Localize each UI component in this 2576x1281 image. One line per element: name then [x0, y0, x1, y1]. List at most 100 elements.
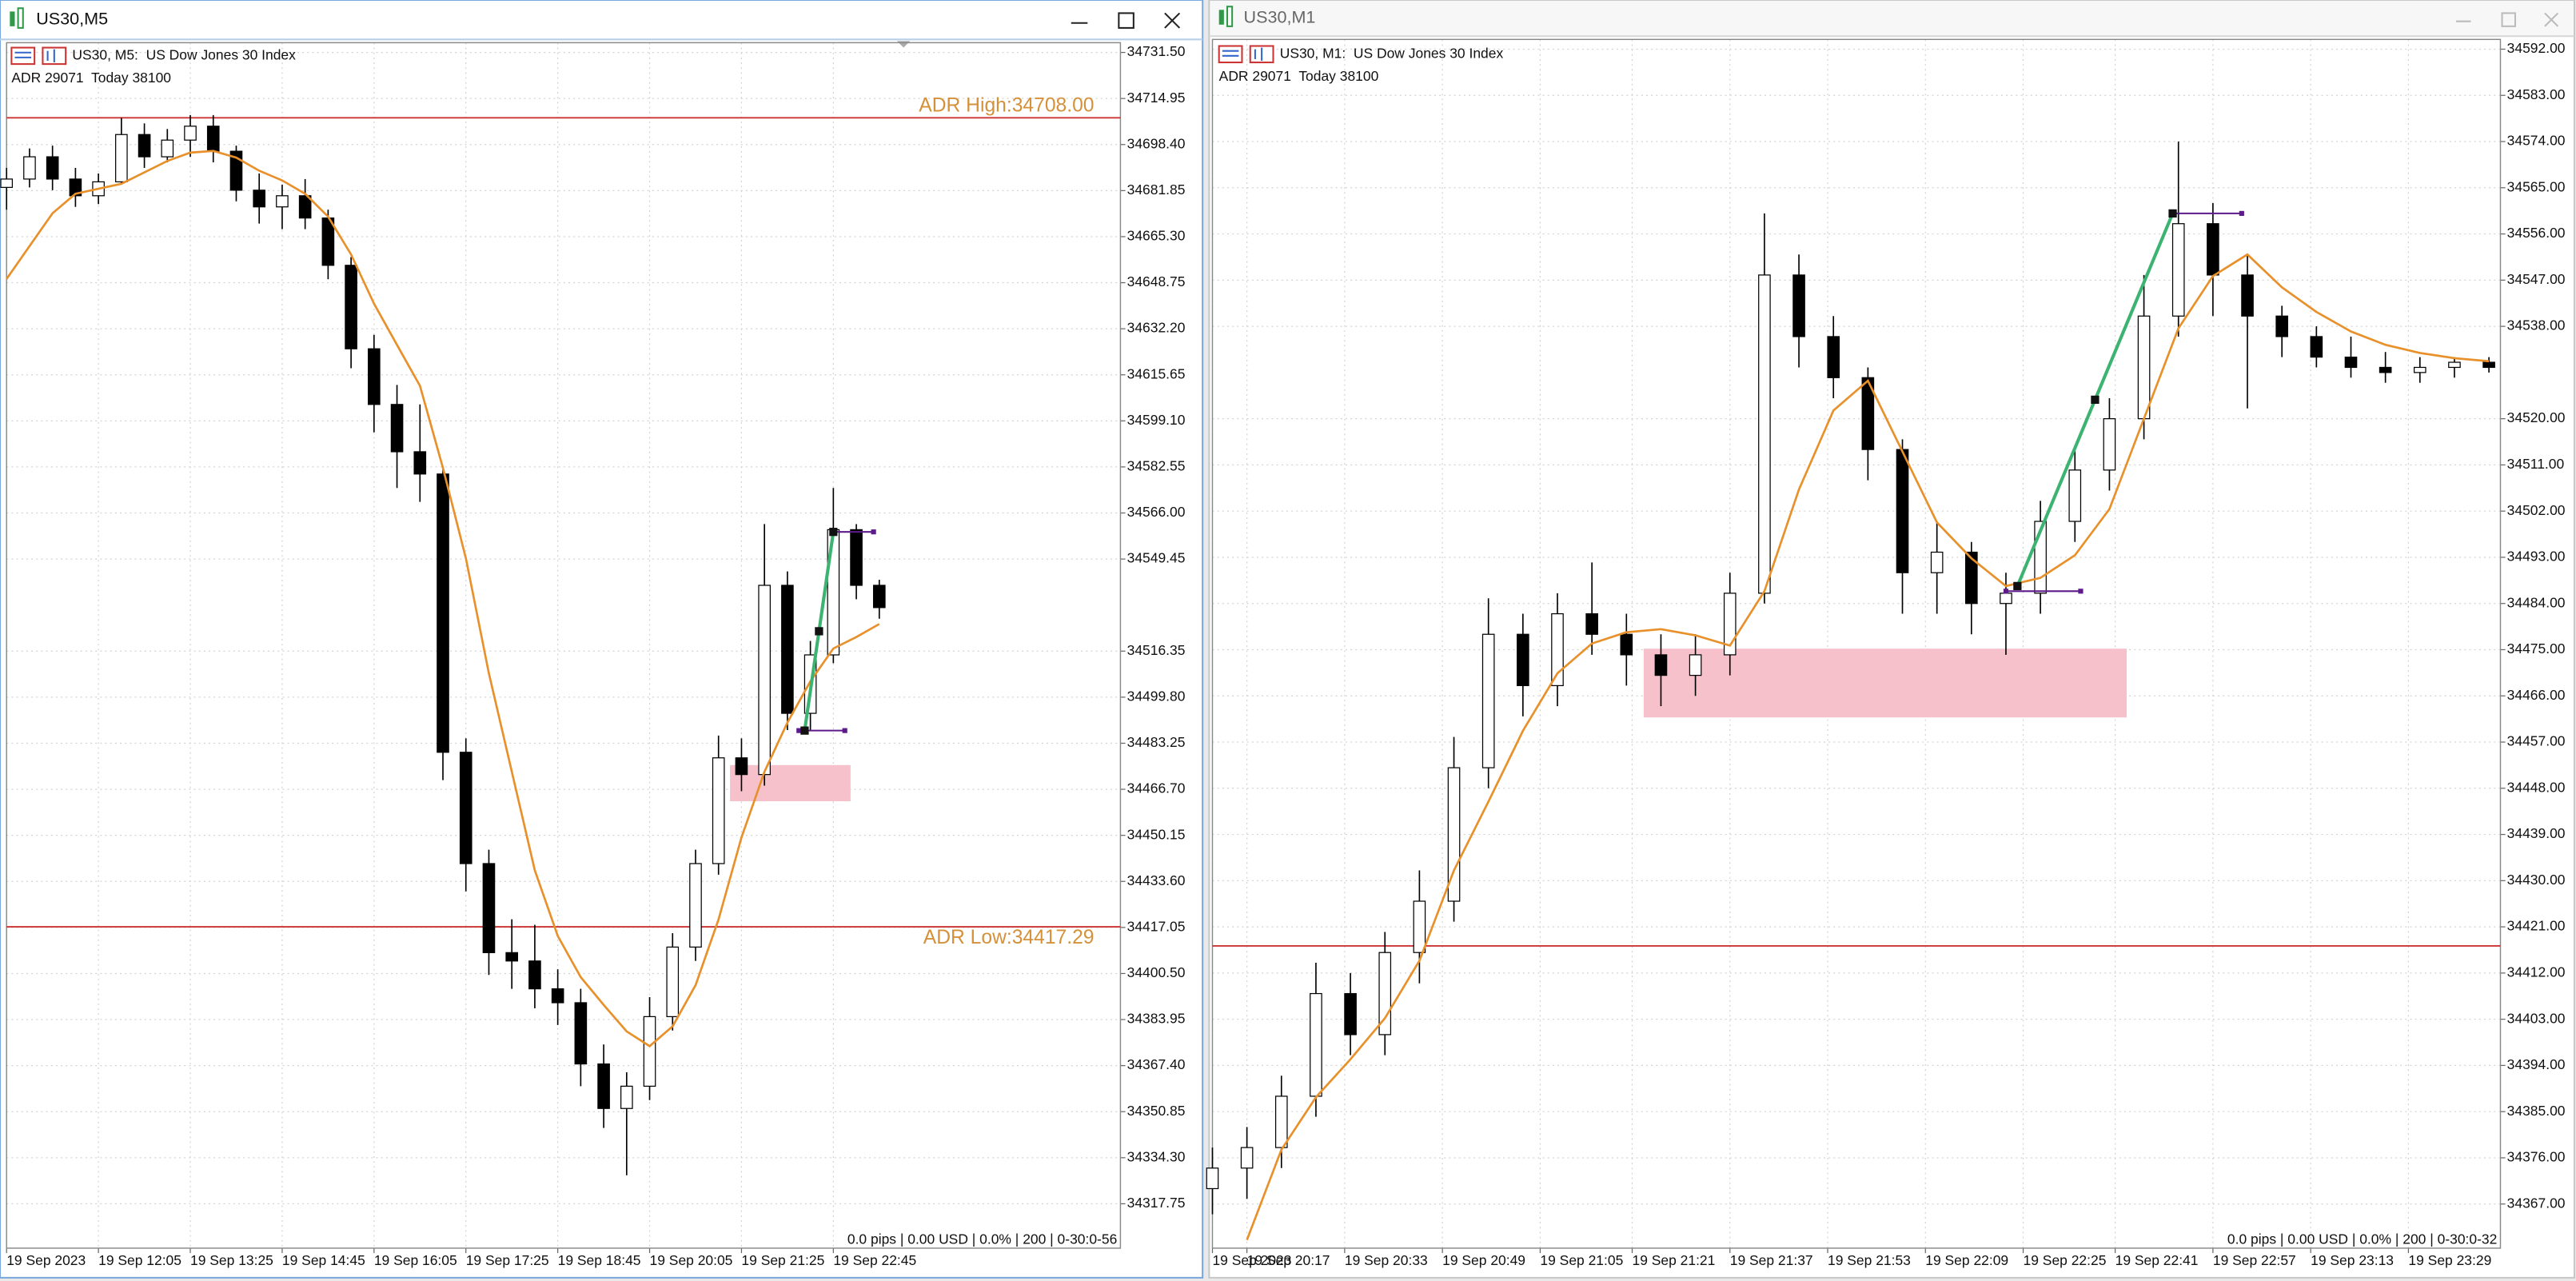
- anchor-point: [2091, 395, 2099, 405]
- y-tick-label: 34516.35: [1127, 642, 1186, 658]
- y-tick-label: 34439.00: [2507, 825, 2566, 841]
- y-tick-label: 34615.65: [1127, 365, 1186, 381]
- y-tick-label: 34547.00: [2507, 271, 2566, 287]
- y-tick-label: 34448.00: [2507, 779, 2566, 795]
- x-tick-label: 19 Sep 22:45: [833, 1252, 916, 1268]
- candle-body: [46, 156, 59, 180]
- y-tick-label: 34574.00: [2507, 133, 2566, 149]
- candle-body: [23, 156, 36, 180]
- y-tick-label: 34430.00: [2507, 872, 2566, 888]
- candle-body: [1861, 377, 1875, 450]
- anchor-point: [815, 627, 823, 636]
- candle-body: [206, 126, 220, 152]
- symbol-label: US30, M5: US Dow Jones 30 Index: [72, 46, 296, 62]
- x-tick-label: 19 Sep 21:37: [1730, 1252, 1813, 1268]
- y-tick-label: 34450.15: [1127, 826, 1186, 842]
- chart-layer: 34592.00 34583.00 34574.00 34565.00 34556.00…: [1206, 38, 2566, 1268]
- y-tick-label: 34648.75: [1127, 273, 1186, 289]
- y-tick-label: 34475.00: [2507, 640, 2566, 656]
- y-tick-label: 34466.70: [1127, 780, 1186, 796]
- candle-body: [2482, 361, 2495, 369]
- y-tick-label: 34549.45: [1127, 550, 1186, 566]
- plot-frame: [6, 42, 1122, 1249]
- moving-average: [1246, 253, 2490, 1241]
- candle-body: [1310, 992, 1322, 1097]
- y-tick-label: 34698.40: [1127, 135, 1186, 151]
- x-tick-label: 19 Sep 20:17: [1247, 1252, 1330, 1268]
- anchor-point: [800, 726, 809, 735]
- candle-body: [368, 348, 381, 405]
- maximize-button[interactable]: [1118, 12, 1134, 29]
- x-tick-label: 19 Sep 21:05: [1540, 1252, 1623, 1268]
- y-tick-label: 34483.25: [1127, 734, 1186, 750]
- x-tick-label: 19 Sep 2023: [1212, 1252, 1291, 1268]
- y-tick-label: 34466.00: [2507, 687, 2566, 703]
- y-tick-label: 34665.30: [1127, 228, 1186, 244]
- candle-body: [2207, 223, 2219, 276]
- candle-body: [2310, 336, 2323, 358]
- x-tick-label: 19 Sep 22:57: [2213, 1252, 2296, 1268]
- candle-body: [253, 190, 266, 208]
- maximize-button[interactable]: [2501, 12, 2516, 27]
- candle-body: [413, 451, 427, 475]
- y-tick-label: 34731.50: [1127, 43, 1186, 59]
- y-tick-label: 34599.10: [1127, 412, 1186, 428]
- y-tick-label: 34502.00: [2507, 502, 2566, 518]
- y-tick-label: 34334.30: [1127, 1148, 1186, 1164]
- candle-body: [0, 178, 14, 188]
- candle-body: [1930, 551, 1944, 573]
- x-tick-label: 19 Sep 21:53: [1828, 1252, 1911, 1268]
- moving-average: [6, 150, 880, 1048]
- candle-body: [712, 757, 725, 864]
- candle-body: [138, 134, 151, 158]
- candle-body: [1447, 767, 1461, 902]
- window-icon: [1218, 6, 1234, 27]
- y-tick-label: 34421.00: [2507, 918, 2566, 934]
- y-tick-label: 34412.00: [2507, 964, 2566, 980]
- window-frame: [1208, 0, 2575, 1279]
- candle-body: [781, 585, 794, 714]
- candle-body: [1654, 654, 1668, 676]
- x-tick-label: 19 Sep 20:33: [1345, 1252, 1428, 1268]
- y-tick-label: 34376.00: [2507, 1149, 2566, 1165]
- title-bar[interactable]: [1210, 1, 2574, 36]
- anchor-point: [2003, 589, 2009, 594]
- y-tick-label: 34385.00: [2507, 1103, 2566, 1119]
- window-title: US30,M5: [36, 8, 108, 28]
- title-bar[interactable]: [1, 1, 1202, 39]
- candle-body: [184, 126, 197, 141]
- x-tick-label: 19 Sep 23:29: [2408, 1252, 2491, 1268]
- y-tick-label: 34714.95: [1127, 90, 1186, 106]
- x-tick-label: 19 Sep 13:25: [190, 1252, 273, 1268]
- candle-body: [1620, 633, 1633, 656]
- x-tick-label: 19 Sep 21:25: [741, 1252, 824, 1268]
- close-button[interactable]: [2544, 12, 2559, 27]
- window-icon: [10, 7, 24, 29]
- close-button[interactable]: [1164, 12, 1181, 29]
- candle-body: [1206, 1167, 1219, 1190]
- candle-body: [437, 473, 449, 753]
- x-tick-label: 19 Sep 16:05: [374, 1252, 457, 1268]
- y-tick-label: 34566.00: [1127, 504, 1186, 520]
- candle-body: [1965, 551, 1978, 605]
- x-tick-label: 19 Sep 12:05: [98, 1252, 181, 1268]
- anchor-point: [2239, 210, 2244, 216]
- y-tick-label: 34417.05: [1127, 918, 1186, 934]
- candle-body: [2275, 315, 2288, 337]
- x-tick-label: 19 Sep 22:09: [1925, 1252, 2008, 1268]
- x-tick-label: 19 Sep 23:13: [2311, 1252, 2394, 1268]
- x-tick-label: 19 Sep 21:21: [1632, 1252, 1715, 1268]
- y-tick-label: 34484.00: [2507, 594, 2566, 610]
- candle-body: [390, 404, 404, 453]
- y-tick-label: 34383.95: [1127, 1011, 1186, 1027]
- y-tick-label: 34511.00: [2507, 456, 2565, 472]
- candle-body: [1481, 633, 1495, 768]
- zone: [1643, 648, 2127, 718]
- candle-body: [69, 178, 82, 197]
- x-tick-label: 19 Sep 20:05: [650, 1252, 733, 1268]
- candle-body: [1240, 1147, 1254, 1169]
- candle-body: [505, 952, 518, 962]
- candle-body: [574, 1002, 588, 1065]
- candle-body: [459, 752, 473, 864]
